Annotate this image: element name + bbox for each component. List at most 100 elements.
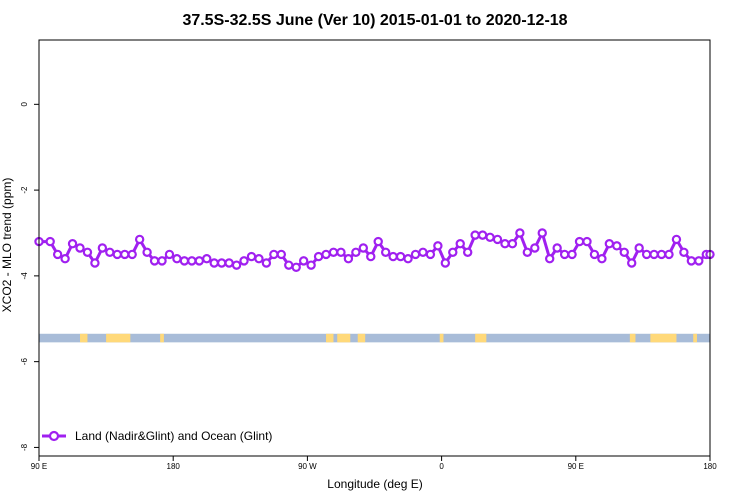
data-point-49	[403, 254, 413, 264]
data-point-30	[261, 258, 272, 268]
data-point-50	[410, 249, 421, 260]
data-point-53	[433, 241, 443, 251]
data-point-40	[336, 247, 346, 257]
land-patch-1	[106, 333, 131, 343]
land-patch-10	[693, 333, 697, 343]
land-patch-6	[439, 333, 444, 343]
land-patch-4	[337, 333, 351, 343]
data-point-13	[134, 234, 145, 245]
data-point-29	[254, 254, 264, 264]
x-tick-label-0: 90 E	[31, 462, 47, 471]
data-point-20	[187, 256, 197, 266]
data-point-28	[246, 251, 257, 262]
y-tick-label-1: -2	[20, 186, 29, 194]
legend-marker	[48, 430, 60, 442]
data-point-64	[515, 228, 525, 238]
data-point-3	[60, 254, 70, 264]
data-point-24	[216, 258, 227, 268]
land-patch-7	[475, 333, 487, 343]
data-point-83	[656, 249, 667, 260]
data-point-25	[224, 258, 234, 268]
x-axis: 90 E 180 90 W 0 90 E 180	[31, 456, 717, 471]
data-point-8	[97, 243, 108, 253]
data-point-33	[284, 260, 294, 270]
data-point-12	[127, 249, 137, 260]
data-point-43	[358, 243, 369, 253]
data-point-74	[589, 249, 600, 260]
data-point-67	[537, 228, 547, 238]
data-point-79	[627, 258, 637, 268]
data-point-39	[328, 247, 339, 257]
data-point-10	[112, 249, 122, 260]
data-point-68	[545, 254, 555, 264]
data-point-71	[567, 249, 577, 260]
land-patch-3	[326, 333, 334, 343]
x-tick-label-4: 90 E	[568, 462, 584, 471]
data-point-54	[440, 258, 451, 268]
data-point-16	[157, 256, 167, 266]
data-point-46	[380, 247, 391, 257]
land-patch-5	[357, 333, 366, 343]
data-point-2	[52, 249, 63, 260]
data-point-81	[641, 249, 652, 260]
x-tick-label-1: 180	[167, 462, 181, 471]
data-point-18	[172, 254, 182, 264]
data-point-5	[75, 243, 85, 253]
data-point-82	[649, 249, 659, 260]
data-point-59	[477, 230, 488, 240]
data-point-55	[448, 247, 458, 257]
map-strip	[39, 333, 710, 343]
data-point-66	[530, 243, 540, 253]
plot-frame	[38, 39, 711, 457]
y-axis-label: XCO2 - MLO trend (ppm)	[0, 178, 14, 313]
data-point-62	[500, 239, 510, 249]
data-point-21	[194, 256, 204, 266]
data-point-87	[686, 256, 697, 266]
data-point-86	[679, 247, 689, 257]
data-point-48	[395, 251, 406, 262]
data-point-80	[634, 243, 644, 253]
y-tick-label-4: -8	[20, 443, 29, 451]
data-point-56	[455, 239, 465, 249]
data-point-47	[388, 251, 398, 262]
data-point-85	[671, 234, 682, 245]
y-tick-label-0: 0	[20, 102, 29, 107]
land-patch-0	[80, 333, 88, 343]
data-point-65	[522, 247, 533, 257]
land-patch-9	[650, 333, 677, 343]
data-point-9	[105, 247, 115, 257]
data-point-27	[239, 256, 249, 266]
data-point-37	[313, 251, 324, 262]
data-point-7	[90, 258, 100, 268]
x-tick-label-2: 90 W	[298, 462, 317, 471]
land-patch-8	[629, 333, 636, 343]
data-point-14	[142, 247, 152, 257]
data-point-31	[269, 249, 279, 260]
x-tick-label-3: 0	[439, 462, 444, 471]
x-tick-label-5: 180	[703, 462, 717, 471]
data-point-88	[694, 256, 704, 266]
data-point-6	[82, 247, 93, 257]
data-point-44	[366, 251, 376, 262]
data-point-26	[231, 260, 242, 270]
data-point-70	[559, 249, 570, 260]
data-point-41	[343, 254, 354, 264]
data-point-84	[664, 249, 674, 260]
data-point-34	[291, 262, 301, 272]
data-point-11	[120, 249, 130, 260]
data-point-23	[209, 258, 219, 268]
data-point-77	[612, 241, 622, 251]
data-point-42	[351, 247, 361, 257]
data-point-45	[373, 236, 383, 247]
y-tick-label-3: -6	[20, 358, 29, 366]
chart-title: 37.5S-32.5S June (Ver 10) 2015-01-01 to …	[182, 12, 567, 29]
data-point-57	[462, 247, 473, 257]
data-point-52	[425, 249, 436, 260]
data-point-75	[597, 254, 607, 264]
data-point-58	[470, 230, 480, 240]
data-point-32	[276, 249, 287, 260]
data-point-38	[321, 249, 331, 260]
data-point-35	[298, 256, 309, 266]
